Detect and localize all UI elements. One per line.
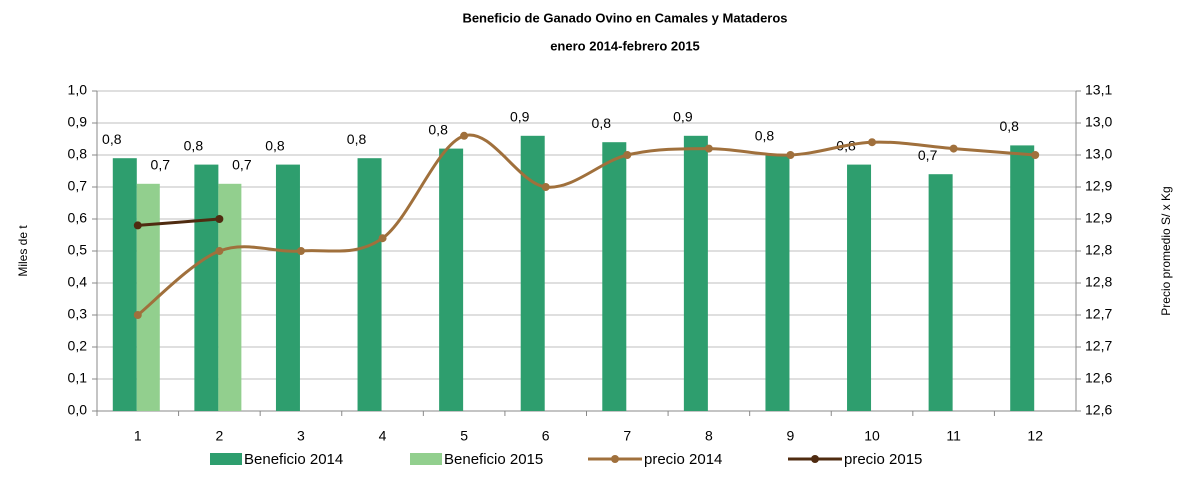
y2-tick-label: 12,9 — [1085, 178, 1112, 194]
marker — [215, 215, 224, 223]
bar — [194, 164, 219, 411]
legend-marker — [611, 455, 619, 463]
y2-tick-label: 12,6 — [1085, 402, 1112, 418]
y-tick-label: 1,0 — [68, 82, 88, 98]
marker — [949, 144, 958, 153]
data-label: 0,8 — [265, 137, 285, 153]
marker — [704, 144, 713, 153]
x-tick-label: 9 — [787, 428, 795, 444]
legend-label: Beneficio 2015 — [444, 451, 543, 468]
y-tick-label: 0,3 — [68, 306, 88, 322]
marker — [215, 247, 224, 255]
y2-axis-title: Precio promedio S/ x Kg — [1159, 186, 1173, 315]
y2-tick-label: 12,6 — [1085, 370, 1112, 386]
y-tick-label: 0,9 — [68, 114, 88, 130]
marker — [460, 131, 469, 140]
y-tick-label: 0,0 — [68, 402, 88, 418]
y2-tick-label: 12,7 — [1085, 306, 1112, 322]
y2-tick-label: 12,8 — [1085, 274, 1112, 290]
y2-tick-label: 12,7 — [1085, 338, 1112, 354]
y-tick-label: 0,1 — [68, 370, 88, 386]
y2-tick-label: 12,8 — [1085, 242, 1112, 258]
bar — [847, 164, 872, 411]
legend-marker — [811, 455, 819, 463]
y2-tick-label: 12,9 — [1085, 210, 1112, 226]
x-tick-label: 3 — [297, 428, 305, 444]
y-tick-label: 0,2 — [68, 338, 88, 354]
data-label: 0,8 — [999, 118, 1019, 134]
y-tick-label: 0,6 — [68, 210, 88, 226]
y2-tick-label: 13,0 — [1085, 114, 1112, 130]
data-label: 0,7 — [232, 157, 252, 173]
legend-label: precio 2014 — [644, 451, 722, 468]
bar — [683, 135, 708, 412]
bar — [439, 148, 464, 411]
marker — [786, 151, 795, 159]
marker — [296, 247, 305, 255]
bar — [112, 158, 137, 411]
marker — [623, 151, 632, 159]
data-label: 0,7 — [918, 147, 938, 163]
x-tick-label: 2 — [215, 428, 223, 444]
bar — [218, 183, 242, 411]
line — [137, 217, 220, 227]
data-label: 0,8 — [428, 121, 448, 137]
legend-swatch — [410, 453, 442, 465]
data-label: 0,8 — [102, 131, 122, 147]
marker — [1031, 151, 1040, 159]
marker — [133, 311, 142, 319]
y-tick-label: 0,7 — [68, 178, 88, 194]
bar — [765, 155, 790, 411]
marker — [133, 221, 142, 230]
bar — [357, 158, 382, 411]
y-tick-label: 0,8 — [68, 146, 88, 162]
data-label: 0,9 — [673, 109, 693, 125]
marker — [541, 183, 550, 191]
chart-title: Beneficio de Ganado Ovino en Camales y M… — [462, 10, 787, 25]
x-tick-label: 7 — [623, 428, 631, 444]
data-label: 0,8 — [347, 131, 367, 147]
legend-label: Beneficio 2014 — [244, 451, 343, 468]
x-tick-label: 6 — [542, 428, 550, 444]
x-tick-label: 12 — [1027, 428, 1043, 444]
bar — [275, 164, 300, 411]
bar — [136, 183, 160, 411]
legend-label: precio 2015 — [844, 451, 922, 468]
y-axis-title: Miles de t — [16, 225, 30, 277]
x-tick-label: 5 — [460, 428, 468, 444]
data-label: 0,8 — [184, 137, 204, 153]
bar — [602, 142, 627, 411]
marker — [378, 234, 387, 243]
data-label: 0,9 — [510, 109, 530, 125]
y2-tick-label: 13,0 — [1085, 146, 1112, 162]
x-tick-label: 1 — [134, 428, 142, 444]
legend-swatch — [210, 453, 242, 465]
x-tick-label: 10 — [864, 428, 880, 444]
data-label: 0,8 — [592, 115, 612, 131]
bar — [928, 174, 953, 411]
chart-subtitle: enero 2014-febrero 2015 — [550, 38, 700, 53]
y-tick-label: 0,5 — [68, 242, 88, 258]
line — [136, 133, 1036, 317]
x-tick-label: 11 — [946, 428, 961, 444]
x-tick-label: 8 — [705, 428, 713, 444]
bar — [1010, 145, 1035, 411]
marker — [868, 138, 877, 147]
x-tick-label: 4 — [379, 428, 387, 444]
data-label: 0,8 — [755, 128, 775, 144]
y2-tick-label: 13,1 — [1085, 82, 1112, 98]
data-label: 0,7 — [151, 157, 171, 173]
y-tick-label: 0,4 — [68, 274, 88, 290]
